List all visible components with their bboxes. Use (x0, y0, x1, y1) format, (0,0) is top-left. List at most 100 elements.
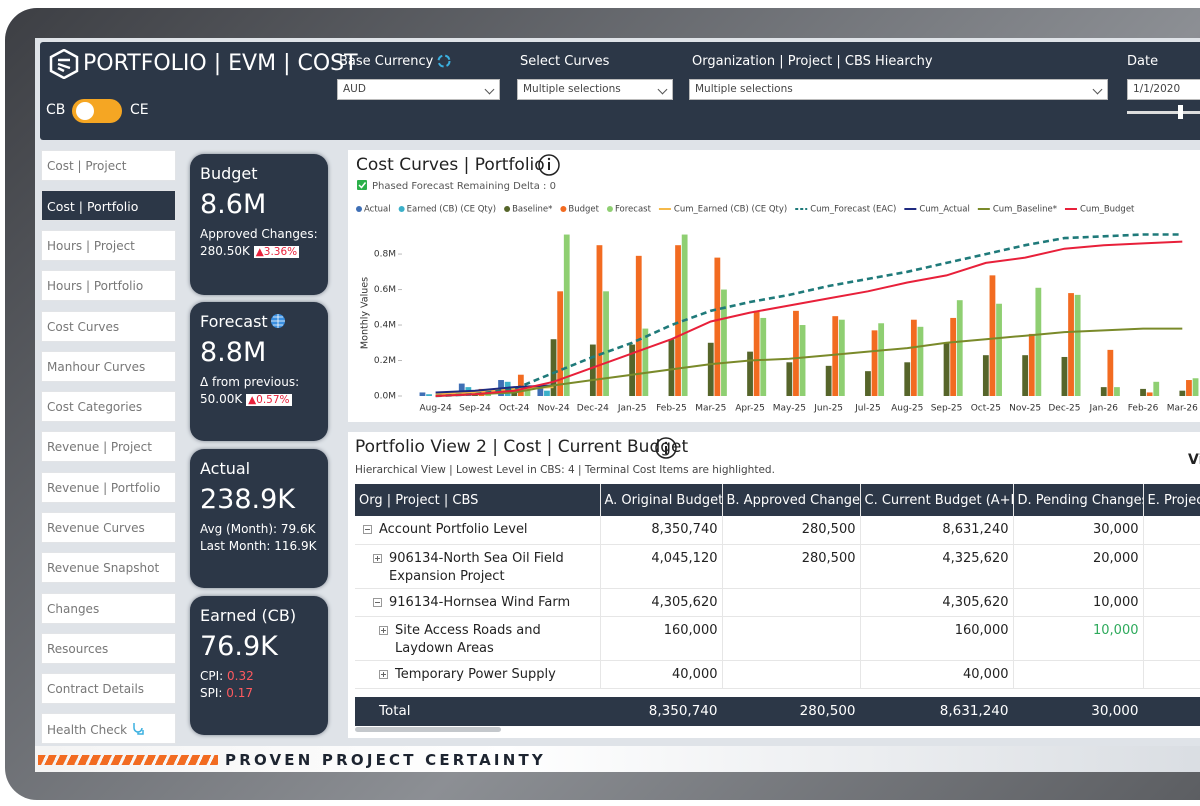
table-row[interactable]: 916134-Hornsea Wind Farm 4,305,620 4,305… (355, 588, 1200, 616)
logo-icon (49, 49, 79, 79)
date-slider[interactable] (1127, 111, 1200, 114)
bar (642, 329, 648, 396)
chevron (658, 85, 668, 95)
y-tick-label: 0.0M (374, 392, 396, 402)
toggle-knob (76, 102, 94, 120)
filter-dropdown[interactable]: Multiple selections (689, 79, 1108, 100)
kpi-badge: ▲3.36% (254, 246, 299, 258)
date-input[interactable]: 1/1/2020 (1127, 79, 1200, 100)
legend-label: Cum_Budget (1080, 205, 1135, 215)
cell: 160,000 (600, 616, 722, 660)
x-tick-label: Mar-25 (695, 404, 726, 414)
bar (518, 375, 524, 396)
kpi-card: Budget 8.6M Approved Changes:280.50K ▲3.… (190, 154, 328, 295)
kpi-value: 8.8M (200, 337, 318, 368)
nav-item[interactable]: Cost Curves (41, 311, 176, 342)
x-tick-label: Sep-24 (459, 404, 491, 414)
bar (1114, 387, 1120, 396)
bar (826, 366, 832, 396)
table-row[interactable]: Account Portfolio Level 8,350,740 280,50… (355, 516, 1200, 544)
table-panel: Portfolio View 2 | Cost | Current Budget… (348, 432, 1200, 738)
nav-item[interactable]: Revenue | Portfolio (41, 472, 176, 503)
bar (544, 391, 550, 396)
nav-item[interactable]: Health Check (41, 713, 176, 744)
chart: Cost Curves | Portfolio Phased Forecast … (348, 150, 1200, 422)
x-tick-label: Jan-26 (1088, 404, 1118, 414)
checkbox[interactable] (357, 180, 367, 190)
footer-stripes (38, 755, 218, 765)
scrollbar[interactable] (355, 727, 501, 732)
nav-item[interactable]: Manhour Curves (41, 351, 176, 382)
bar (714, 258, 720, 396)
expand-icon[interactable] (373, 554, 382, 563)
cell (1143, 660, 1200, 688)
bar (754, 311, 760, 396)
x-tick-label: Feb-25 (656, 404, 687, 414)
nav-item[interactable]: Hours | Portfolio (41, 270, 176, 301)
cell (722, 616, 860, 660)
filter-value: Multiple selections (523, 83, 621, 95)
y-tick-label: 0.2M (374, 356, 396, 366)
toggle[interactable] (72, 99, 122, 123)
column-header: E. Project (1143, 484, 1200, 516)
bar (1075, 295, 1081, 396)
footer-tagline: PROVEN PROJECT CERTAINTY (225, 751, 546, 769)
expand-icon[interactable] (379, 670, 388, 679)
total-cell: 280,500 (722, 697, 860, 725)
nav-label: Health Check (47, 723, 127, 737)
kpi-card: Forecast 8.8M Δ from previous:50.00K ▲0.… (190, 302, 328, 441)
stethoscope-icon (131, 722, 147, 736)
total-table: Total 8,350,740 280,500 8,631,240 30,000 (355, 697, 1200, 726)
legend-marker (356, 206, 362, 212)
filter-value: AUD (343, 83, 366, 95)
nav-item[interactable]: Revenue Curves (41, 512, 176, 543)
chevron (485, 85, 495, 95)
nav-item[interactable]: Cost Categories (41, 391, 176, 422)
table-row[interactable]: 906134-North Sea Oil Field Expansion Pro… (355, 544, 1200, 588)
bar (957, 300, 963, 396)
bar (721, 290, 727, 396)
collapse-icon[interactable] (373, 598, 382, 607)
refresh-icon (436, 53, 452, 69)
nav-item[interactable]: Revenue Snapshot (41, 552, 176, 583)
kpi-title: Budget (200, 164, 318, 183)
table-row[interactable]: Temporary Power Supply 40,000 40,000 (355, 660, 1200, 688)
info-icon[interactable] (654, 436, 678, 460)
nav-item-active[interactable]: Cost | Portfolio (41, 190, 176, 221)
nav-item[interactable]: Changes (41, 593, 176, 624)
cell (722, 660, 860, 688)
nav-item[interactable]: Revenue | Project (41, 431, 176, 462)
expand-icon[interactable] (379, 626, 388, 635)
row-label-text: 906134-North Sea Oil Field Expansion Pro… (389, 550, 596, 586)
toggle-right-label: CE (130, 102, 149, 118)
info-icon-bar (548, 162, 550, 170)
kpi-title-text: Forecast (200, 312, 268, 331)
collapse-icon[interactable] (363, 525, 372, 534)
legend-label: Actual (364, 205, 391, 215)
x-tick-label: Mar-26 (1167, 404, 1198, 414)
nav-item[interactable]: Contract Details (41, 673, 176, 704)
bar (911, 320, 917, 396)
legend-label: Cum_Earned (CB) (CE Qty) (674, 205, 787, 215)
cell: 8,350,740 (600, 516, 722, 544)
kpi-line: 50.00K (200, 392, 242, 406)
bar (590, 345, 596, 396)
filter-dropdown[interactable]: AUD (337, 79, 500, 100)
nav-item[interactable]: Hours | Project (41, 230, 176, 261)
nav-item[interactable]: Cost | Project (41, 150, 176, 181)
x-tick-label: Oct-24 (499, 404, 530, 414)
cell (1143, 616, 1200, 660)
filter-dropdown[interactable]: Multiple selections (517, 79, 673, 100)
table-row[interactable]: Site Access Roads and Laydown Areas 160,… (355, 616, 1200, 660)
filter-label: Base Currency (339, 54, 433, 69)
slider-knob[interactable] (1178, 105, 1183, 119)
bar (872, 330, 878, 396)
bar (1153, 382, 1159, 396)
nav-item[interactable]: Resources (41, 633, 176, 664)
cell: 4,045,120 (600, 544, 722, 588)
kpi-line: SPI: (200, 686, 222, 700)
bar (990, 275, 996, 396)
row-label: 906134-North Sea Oil Field Expansion Pro… (355, 544, 600, 588)
row-label: 916134-Hornsea Wind Farm (355, 588, 600, 616)
